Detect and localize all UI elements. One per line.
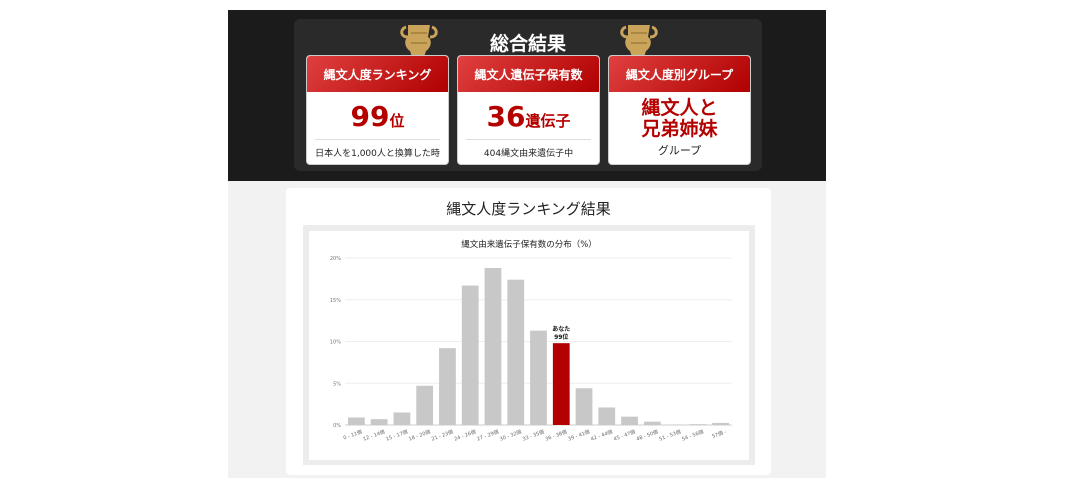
bar — [598, 407, 616, 425]
bar — [689, 424, 707, 425]
gene-count-value: 36 — [486, 100, 526, 133]
bar — [439, 348, 456, 425]
bar — [643, 421, 661, 425]
card-note: グループ — [657, 144, 702, 157]
gene-count-unit: 遺伝子 — [525, 112, 571, 130]
x-tick-label: 12 - 14個 — [362, 428, 386, 442]
bar — [461, 285, 479, 425]
x-tick-label: 21 - 23個 — [430, 428, 454, 442]
highlight-bar — [552, 343, 570, 425]
x-tick-label: 39 - 41個 — [567, 428, 591, 442]
bar — [484, 268, 502, 425]
group-value-line2: 兄弟姉妹 — [641, 118, 718, 140]
section-title: 縄文人度ランキング結果 — [446, 200, 611, 218]
gene-count-card: 縄文人遺伝子保有数 36遺伝子 404縄文由来遺伝子中 — [457, 55, 600, 165]
chart-container: 縄文由来遺伝子保有数の分布（%） 0% 5% 10% 15% 20% 0 - 11個 12 … — [309, 231, 749, 460]
group-value-line1: 縄文人と — [641, 97, 718, 119]
bar — [712, 422, 729, 425]
card-label: 縄文人度ランキング — [307, 56, 448, 92]
bar-annotation: あなた — [552, 325, 570, 333]
jomon-pottery-icon — [620, 25, 658, 57]
card-label: 縄文人遺伝子保有数 — [458, 56, 599, 92]
bar — [416, 385, 434, 425]
group-card: 縄文人度別グループ 縄文人と 兄弟姉妹 グループ — [608, 55, 751, 165]
y-tick-label: 0% — [333, 423, 341, 429]
x-tick-label: 15 - 17個 — [385, 428, 409, 442]
card-note: 404縄文由来遺伝子中 — [483, 149, 574, 159]
bar — [530, 330, 547, 425]
x-tick-label: 36 - 38個 — [544, 428, 568, 442]
ranking-unit: 位 — [389, 112, 405, 130]
divider — [466, 139, 591, 140]
y-tick-label: 20% — [330, 256, 341, 262]
summary-panel: 総合結果 縄文人度ランキング 99位 日本人を1,000人と換算した時 縄文人遺… — [294, 19, 762, 171]
x-tick-label: 30 - 32個 — [499, 428, 523, 442]
bar — [348, 417, 365, 425]
ranking-result-card: 縄文人度ランキング結果 縄文由来遺伝子保有数の分布（%） 0% 5% 10% 15% 2… — [286, 188, 771, 475]
ranking-card: 縄文人度ランキング 99位 日本人を1,000人と換算した時 — [306, 55, 449, 165]
x-tick-label: 45 - 47個 — [613, 428, 637, 442]
chart-title: 縄文由来遺伝子保有数の分布（%） — [461, 239, 597, 250]
bar-annotation: 99位 — [554, 333, 568, 341]
divider — [315, 139, 440, 140]
card-label: 縄文人度別グループ — [609, 56, 750, 92]
x-tick-label: 24 - 26個 — [453, 428, 477, 442]
bar — [575, 388, 593, 425]
summary-title: 総合結果 — [489, 33, 566, 55]
y-tick-label: 5% — [333, 381, 341, 387]
chart-frame: 縄文由来遺伝子保有数の分布（%） 0% 5% 10% 15% 20% 0 - 11個 12 … — [303, 225, 755, 465]
y-tick-label: 15% — [330, 298, 341, 304]
bar — [507, 279, 525, 425]
bar — [370, 419, 388, 425]
x-tick-label: 27 - 29個 — [476, 428, 500, 442]
jomon-pottery-icon — [400, 25, 438, 57]
card-note: 日本人を1,000人と換算した時 — [315, 149, 440, 159]
x-tick-label: 42 - 44個 — [590, 428, 614, 442]
x-tick-label: 48 - 50個 — [635, 428, 659, 442]
bar — [393, 412, 411, 425]
distribution-chart: 縄文由来遺伝子保有数の分布（%） 0% 5% 10% 15% 20% 0 - 11個 12 … — [330, 239, 732, 443]
x-tick-label: 33 - 35個 — [521, 428, 545, 442]
bar — [621, 416, 638, 425]
x-tick-label: 54 - 56個 — [681, 428, 705, 442]
y-tick-label: 10% — [330, 340, 341, 346]
x-tick-label: 51 - 53個 — [658, 428, 682, 442]
ranking-value: 99 — [350, 100, 390, 133]
x-tick-label: 57個 - — [711, 428, 727, 440]
x-tick-label: 18 - 20個 — [408, 428, 432, 442]
x-tick-label: 0 - 11個 — [342, 428, 363, 441]
